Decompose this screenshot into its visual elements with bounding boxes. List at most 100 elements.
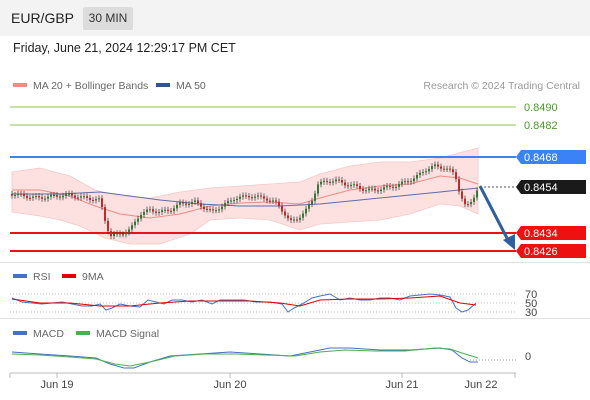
candle-body: [425, 171, 427, 173]
legend-ma20: MA 20 + Bollinger Bands: [13, 80, 148, 92]
candle-body: [413, 178, 415, 182]
candle-body: [218, 209, 220, 211]
candle-body: [326, 180, 328, 182]
candle-body: [167, 209, 169, 211]
candle-body: [347, 185, 349, 187]
candle-body: [146, 209, 148, 213]
candle-body: [128, 229, 130, 233]
candle-body: [254, 196, 256, 198]
svg-text:0.8482: 0.8482: [524, 120, 558, 132]
candle-body: [215, 210, 217, 212]
candle-body: [53, 194, 55, 196]
candle-body: [29, 197, 31, 199]
panel-divider: [0, 318, 590, 319]
candle-body: [155, 211, 157, 213]
candle-body: [230, 200, 232, 202]
candle-body: [356, 184, 358, 186]
candle-body: [365, 190, 367, 192]
candle-body: [137, 218, 139, 222]
legend-rsi-ma: 9MA: [62, 271, 104, 283]
candle-body: [245, 195, 247, 197]
candle-body: [161, 210, 163, 212]
candle-body: [320, 181, 322, 185]
candle-body: [269, 200, 271, 202]
candle-body: [209, 209, 211, 211]
candle-body: [113, 233, 115, 237]
candle-body: [242, 195, 244, 197]
candle-body: [422, 172, 424, 174]
attribution: Research © 2024 Trading Central: [423, 80, 580, 92]
candle-body: [371, 188, 373, 190]
candle-body: [77, 197, 79, 199]
candle-body: [116, 233, 118, 235]
svg-text:0.8426: 0.8426: [524, 246, 558, 258]
candle-body: [440, 166, 442, 169]
candle-body: [314, 193, 316, 201]
candle-body: [188, 204, 190, 206]
candle-body: [383, 187, 385, 190]
candle-body: [377, 190, 379, 192]
candle-body: [119, 233, 121, 235]
svg-text:0.8490: 0.8490: [524, 102, 558, 114]
candle-body: [302, 213, 304, 218]
level-tag-0-8434: 0.8434: [516, 226, 586, 240]
candle-body: [89, 197, 91, 200]
rsi-tick-50: 50: [525, 298, 537, 310]
candle-body: [287, 215, 289, 219]
candle-body: [56, 195, 58, 197]
candle-body: [17, 193, 19, 196]
candle-body: [20, 193, 22, 195]
candle-body: [74, 195, 76, 198]
candle-body: [290, 218, 292, 220]
candle-body: [389, 186, 391, 188]
candle-body: [26, 195, 28, 198]
candle-body: [140, 214, 142, 219]
candle-body: [83, 196, 85, 198]
level-label-0-8482: 0.8482: [524, 120, 558, 132]
ma50-line: [12, 187, 479, 207]
candle-body: [152, 209, 154, 212]
legend-label-ma50: MA 50: [176, 80, 206, 92]
candle-body: [41, 197, 43, 199]
candle-body: [443, 168, 445, 170]
candle-body: [374, 188, 376, 191]
candle-body: [134, 221, 136, 226]
candle-body: [470, 201, 472, 205]
candle-body: [179, 202, 181, 205]
legend-swatch-rsi: [13, 274, 27, 279]
level-tag-0-8426: 0.8426: [516, 244, 586, 258]
candle-body: [149, 209, 151, 211]
candle-body: [143, 212, 145, 215]
candle-body: [227, 200, 229, 204]
candle-body: [332, 181, 334, 183]
candle-body: [107, 220, 109, 232]
candle-body: [182, 202, 184, 204]
candle-body: [68, 193, 70, 195]
legend-label-ma20: MA 20 + Bollinger Bands: [33, 80, 149, 92]
legend-macd-signal: MACD Signal: [76, 328, 159, 340]
candle-body: [86, 196, 88, 198]
candle-body: [110, 231, 112, 237]
legend-label-rsi-ma: 9MA: [82, 271, 104, 283]
level-label-0-8490: 0.8490: [524, 102, 558, 114]
candle-body: [395, 186, 397, 188]
candle-body: [341, 180, 343, 183]
candle-body: [197, 200, 199, 204]
candle-body: [224, 203, 226, 207]
candle-body: [305, 208, 307, 214]
candle-body: [464, 198, 466, 205]
legend-swatch-macd: [13, 331, 27, 336]
candle-body: [233, 200, 235, 202]
candle-body: [308, 204, 310, 209]
legend-label-macd: MACD: [33, 328, 64, 340]
macd-signal-line: [11, 347, 479, 367]
timeframe-button[interactable]: 30 MIN: [83, 7, 133, 30]
candle-body: [296, 219, 298, 221]
legend-rsi: RSI: [13, 271, 51, 283]
candle-body: [380, 189, 382, 191]
candle-body: [95, 199, 97, 201]
legend-label-rsi: RSI: [33, 271, 51, 283]
candle-body: [98, 198, 100, 200]
rsi-tick-30: 30: [525, 307, 537, 319]
candle-body: [59, 196, 61, 198]
